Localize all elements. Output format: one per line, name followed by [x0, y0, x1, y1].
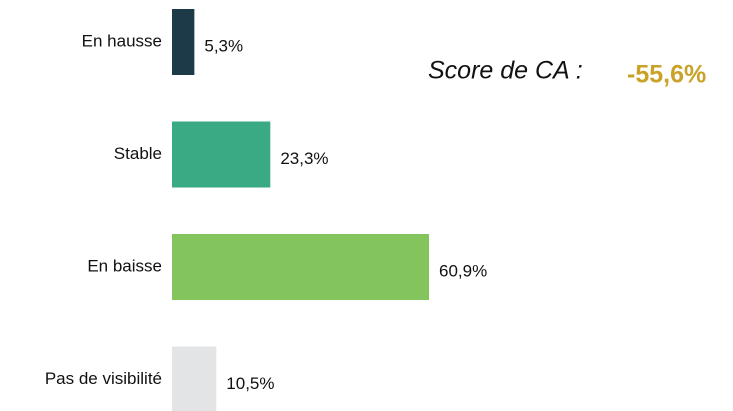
value-label: 60,9% — [439, 261, 487, 280]
category-label: Pas de visibilité — [45, 369, 162, 388]
score-value: -55,6% — [627, 61, 706, 89]
bar — [172, 346, 217, 411]
value-label: 5,3% — [204, 36, 243, 55]
bar — [172, 234, 429, 300]
score-label: Score de CA : — [428, 57, 583, 85]
bar — [172, 121, 271, 188]
category-label: Stable — [114, 144, 162, 163]
category-label: En baisse — [87, 256, 162, 275]
value-label: 10,5% — [226, 374, 274, 393]
bar — [172, 9, 195, 75]
value-label: 23,3% — [280, 149, 328, 168]
category-label: En hausse — [82, 31, 162, 50]
